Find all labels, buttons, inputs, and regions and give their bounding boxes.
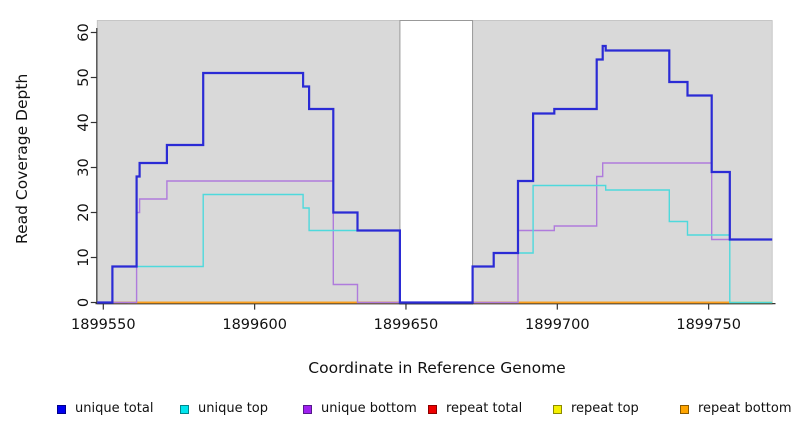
- legend-label: repeat total: [446, 399, 522, 419]
- y-tick-label: 0: [76, 298, 92, 307]
- y-axis-title: Read Coverage Depth: [13, 84, 31, 244]
- legend: unique total unique top unique bottom repea…: [0, 399, 792, 425]
- legend-item-unique-bottom: unique bottom: [303, 399, 417, 419]
- coverage-depth-figure: 0 10 20 30 40 50 60 1899550 1899600 1899650 189970…: [0, 0, 792, 432]
- uncovered-gap-region: [400, 21, 473, 305]
- legend-swatch-icon: [303, 405, 312, 414]
- x-axis-title: Coordinate in Reference Genome: [137, 359, 737, 377]
- legend-label: repeat bottom: [698, 399, 792, 419]
- legend-item-repeat-bottom: repeat bottom: [680, 399, 792, 419]
- legend-label: unique total: [75, 399, 153, 419]
- y-tick-label: 40: [76, 113, 92, 131]
- y-tick-label: 60: [76, 23, 92, 41]
- legend-swatch-icon: [428, 405, 437, 414]
- legend-swatch-icon: [57, 405, 66, 414]
- y-tick-label: 20: [76, 203, 92, 221]
- x-tick-label: 1899600: [222, 317, 287, 333]
- x-tick-label: 1899700: [525, 317, 590, 333]
- legend-label: unique bottom: [321, 399, 417, 419]
- legend-label: repeat top: [571, 399, 639, 419]
- x-tick-label: 1899750: [676, 317, 741, 333]
- y-tick-label: 30: [76, 158, 92, 176]
- legend-swatch-icon: [680, 405, 689, 414]
- x-tick-label: 1899650: [374, 317, 439, 333]
- legend-item-repeat-total: repeat total: [428, 399, 522, 419]
- legend-item-unique-top: unique top: [180, 399, 268, 419]
- legend-item-unique-total: unique total: [57, 399, 153, 419]
- legend-item-repeat-top: repeat top: [553, 399, 639, 419]
- x-tick-label: 1899550: [71, 317, 136, 333]
- y-tick-label: 10: [76, 248, 92, 266]
- y-tick-label: 50: [76, 68, 92, 86]
- legend-swatch-icon: [180, 405, 189, 414]
- legend-swatch-icon: [553, 405, 562, 414]
- legend-label: unique top: [198, 399, 268, 419]
